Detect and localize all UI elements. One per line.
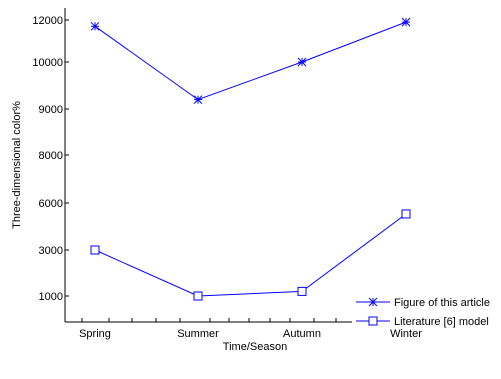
marker-square bbox=[193, 291, 203, 301]
data-point bbox=[401, 209, 411, 219]
axes bbox=[64, 8, 501, 323]
data-point bbox=[90, 21, 100, 31]
marker-square bbox=[297, 286, 307, 296]
y-tick-label: 6000 bbox=[39, 198, 63, 210]
marker-square bbox=[368, 316, 378, 326]
legend-entry: Figure of this article bbox=[356, 297, 490, 309]
series-layer bbox=[90, 17, 411, 301]
data-point bbox=[193, 95, 203, 104]
marker-square bbox=[90, 245, 100, 255]
marker-square bbox=[401, 209, 411, 219]
data-point bbox=[297, 286, 307, 296]
y-tick-label: 8000 bbox=[39, 150, 63, 162]
series-1 bbox=[90, 17, 411, 104]
series-2 bbox=[90, 209, 411, 301]
x-tick-label: Winter bbox=[390, 328, 422, 340]
legend: Figure of this article Literature [6] mod… bbox=[352, 293, 501, 328]
legend-label: Figure of this article bbox=[394, 297, 490, 309]
y-tick-label: 3000 bbox=[39, 245, 63, 257]
marker-stroke bbox=[193, 95, 203, 104]
legend-entry: Literature [6] model bbox=[356, 316, 489, 328]
y-tick-label: 1000 bbox=[39, 291, 63, 303]
data-point bbox=[90, 245, 100, 255]
data-point bbox=[297, 57, 307, 67]
data-point bbox=[401, 17, 411, 27]
series-line bbox=[94, 213, 407, 297]
y-tick-label: 10000 bbox=[32, 57, 63, 69]
marker-stroke bbox=[297, 57, 307, 67]
x-tick-label: Autumn bbox=[283, 328, 321, 340]
data-point bbox=[193, 291, 203, 301]
marker-stroke bbox=[368, 297, 378, 307]
series-line bbox=[94, 21, 407, 101]
x-tick-label: Summer bbox=[177, 328, 219, 340]
y-tick-label: 9000 bbox=[39, 104, 63, 116]
y-ticks: 1000 3000 6000 8000 9000 10000 12000 bbox=[32, 15, 69, 303]
legend-label: Literature [6] model bbox=[394, 316, 489, 328]
marker-stroke bbox=[401, 17, 411, 27]
y-axis-label: Three-dimensional color% bbox=[11, 101, 23, 229]
legend-entries: Figure of this article Literature [6] mod… bbox=[356, 297, 490, 328]
x-axis-label: Time/Season bbox=[223, 341, 287, 353]
x-tick-label: Spring bbox=[79, 328, 111, 340]
y-tick-label: 12000 bbox=[32, 15, 63, 27]
marker-stroke bbox=[90, 21, 100, 31]
